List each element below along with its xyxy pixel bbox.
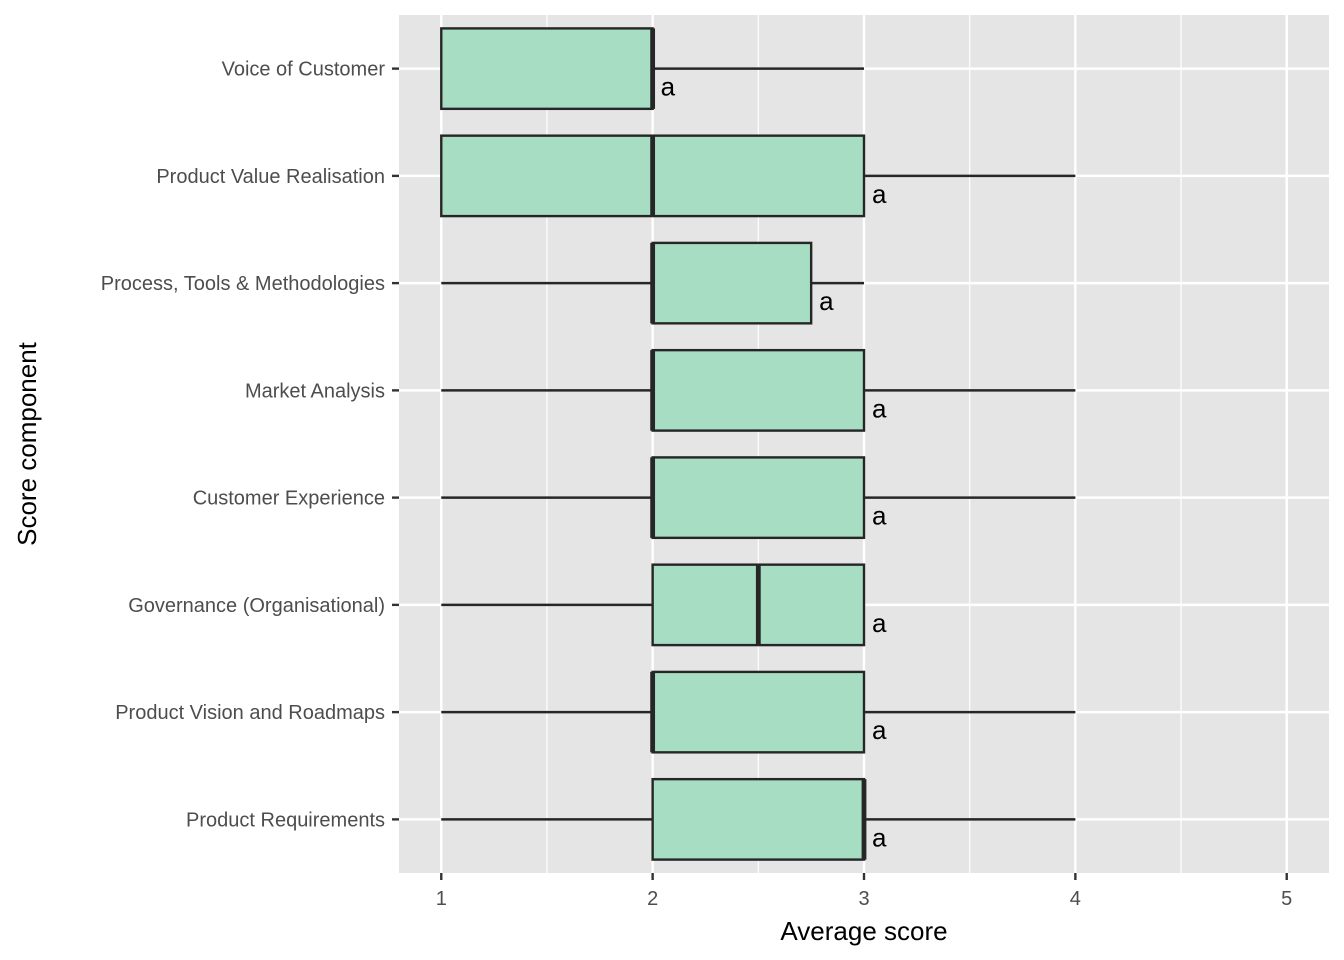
x-tick-label: 3 xyxy=(858,888,869,910)
box-group: a xyxy=(441,563,887,647)
x-tick-label: 4 xyxy=(1070,888,1081,910)
box xyxy=(440,27,654,111)
x-axis-title: Average score xyxy=(780,916,947,946)
y-tick-label: Market Analysis xyxy=(245,380,385,402)
y-tick-label: Product Requirements xyxy=(186,809,385,831)
box xyxy=(651,241,813,325)
y-axis: Voice of Customer Product Value Realisati… xyxy=(101,59,399,831)
x-tick-label: 2 xyxy=(647,888,658,910)
box-group: a xyxy=(441,777,1076,861)
box-group: a xyxy=(441,456,1076,540)
box xyxy=(651,348,866,432)
significance-label: a xyxy=(661,72,676,102)
y-tick-label: Customer Experience xyxy=(193,488,385,510)
y-axis-title: Score component xyxy=(12,341,42,546)
y-tick-label: Product Vision and Roadmaps xyxy=(115,702,385,724)
box-series: a a a a a a a a xyxy=(440,27,1076,861)
box-group: a xyxy=(440,134,1076,218)
x-tick-label: 5 xyxy=(1281,888,1292,910)
significance-label: a xyxy=(819,286,834,316)
box-group: a xyxy=(441,348,1076,432)
significance-label: a xyxy=(872,393,887,423)
significance-label: a xyxy=(872,822,887,852)
box xyxy=(651,670,866,754)
significance-label: a xyxy=(872,715,887,745)
box-group: a xyxy=(440,27,864,111)
box-group: a xyxy=(441,241,864,325)
box xyxy=(651,456,866,540)
y-tick-label: Product Value Realisation xyxy=(156,166,385,188)
y-tick-label: Process, Tools & Methodologies xyxy=(101,273,385,295)
x-axis: 1 2 3 4 5 xyxy=(436,873,1292,910)
significance-label: a xyxy=(872,179,887,209)
box xyxy=(651,777,866,861)
significance-label: a xyxy=(872,608,887,638)
y-tick-label: Voice of Customer xyxy=(222,59,386,81)
significance-label: a xyxy=(872,501,887,531)
y-tick-label: Governance (Organisational) xyxy=(128,595,385,617)
box-group: a xyxy=(441,670,1076,754)
x-tick-label: 1 xyxy=(436,888,447,910)
